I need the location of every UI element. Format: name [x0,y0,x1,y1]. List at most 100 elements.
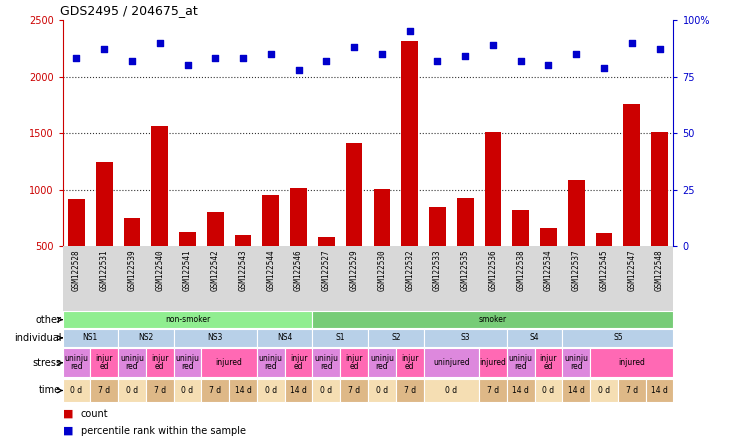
Text: 7 d: 7 d [626,386,638,395]
Text: 0 d: 0 d [71,386,82,395]
Text: NS1: NS1 [82,333,98,342]
Text: other: other [35,315,61,325]
Text: NS2: NS2 [138,333,154,342]
Bar [346,143,362,303]
Bar [174,379,202,402]
Bar [562,379,590,402]
Text: 14 d: 14 d [235,386,252,395]
Bar [374,189,390,303]
Bar [152,127,168,303]
Text: GSM122548: GSM122548 [655,250,664,291]
Bar [229,379,257,402]
Bar [313,311,673,328]
Text: 7 d: 7 d [209,386,222,395]
Text: uninju
red: uninju red [175,354,199,371]
Text: GSM122537: GSM122537 [572,250,581,291]
Point [99,46,110,53]
Bar [146,348,174,377]
Text: S4: S4 [530,333,539,342]
Bar [257,329,313,347]
Bar [507,348,534,377]
Text: individual: individual [14,333,61,343]
Point [348,44,360,51]
Bar [63,311,313,328]
Bar [91,348,118,377]
Text: GSM122540: GSM122540 [155,250,164,291]
Bar [396,348,423,377]
Text: GSM122535: GSM122535 [461,250,470,291]
Text: GSM122538: GSM122538 [516,250,526,291]
Bar [96,162,113,303]
Text: 0 d: 0 d [376,386,388,395]
Bar [174,329,257,347]
Bar [623,104,640,303]
Bar [63,348,91,377]
Bar [479,379,507,402]
Point [154,39,166,46]
Bar [63,329,118,347]
Text: injur
ed: injur ed [151,354,169,371]
Text: ■: ■ [63,409,73,419]
Text: NS3: NS3 [208,333,223,342]
Point [182,62,194,69]
Text: non-smoker: non-smoker [165,315,210,324]
Bar [207,213,224,303]
Text: GSM122544: GSM122544 [266,250,275,291]
Point [598,64,610,71]
Point [126,57,138,64]
Text: 0 d: 0 d [320,386,333,395]
Text: injured: injured [480,358,506,367]
Text: 7 d: 7 d [154,386,166,395]
Bar [590,379,618,402]
Text: GSM122541: GSM122541 [183,250,192,291]
Text: 0 d: 0 d [126,386,138,395]
Text: 7 d: 7 d [348,386,360,395]
Point [459,53,471,60]
Bar [235,235,252,303]
Text: S5: S5 [613,333,623,342]
Bar [512,210,529,303]
Bar [534,348,562,377]
Bar [318,238,335,303]
Bar [202,348,257,377]
Text: 14 d: 14 d [290,386,307,395]
Point [265,50,277,57]
Bar [124,218,141,303]
Point [71,55,82,62]
Text: injured: injured [216,358,243,367]
Point [293,66,305,73]
Bar [429,207,446,303]
Text: stress: stress [32,358,61,368]
Point [570,50,582,57]
Bar [146,379,174,402]
Point [431,57,443,64]
Text: GSM122536: GSM122536 [489,250,498,291]
Bar [118,329,174,347]
Bar [423,329,507,347]
Bar [534,379,562,402]
Text: ■: ■ [63,426,73,436]
Text: uninju
red: uninju red [65,354,88,371]
Text: GSM122547: GSM122547 [627,250,637,291]
Text: smoker: smoker [479,315,507,324]
Bar [645,379,673,402]
Bar [457,198,473,303]
Point [542,62,554,69]
Text: GSM122532: GSM122532 [405,250,414,291]
Text: 14 d: 14 d [512,386,529,395]
Text: time: time [39,385,61,396]
Text: GSM122529: GSM122529 [350,250,358,291]
Text: GSM122534: GSM122534 [544,250,553,291]
Bar [368,379,396,402]
Text: injur
ed: injur ed [96,354,113,371]
Text: GSM122545: GSM122545 [600,250,609,291]
Bar [179,232,196,303]
Text: 0 d: 0 d [542,386,554,395]
Bar [368,329,423,347]
Text: GSM122546: GSM122546 [294,250,303,291]
Text: uninjured: uninjured [433,358,470,367]
Point [376,50,388,57]
Text: 0 d: 0 d [182,386,194,395]
Point [404,28,416,35]
Bar [595,233,612,303]
